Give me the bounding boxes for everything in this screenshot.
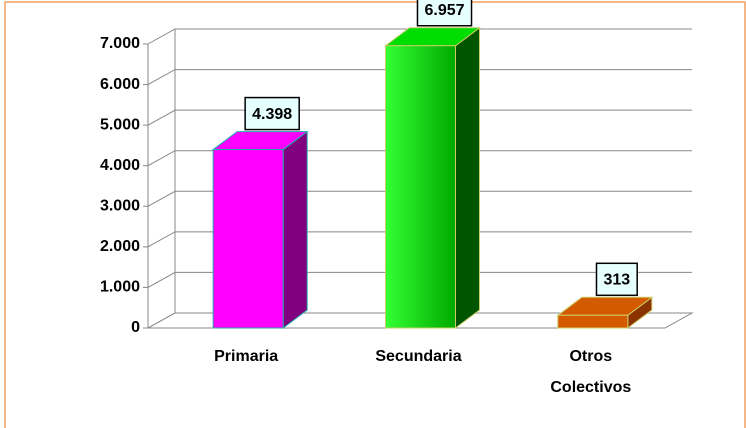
y-tick-label: 3.000 xyxy=(100,198,140,215)
value-label: 4.398 xyxy=(252,106,292,123)
value-label-bg xyxy=(595,262,638,297)
y-tick-label: 6.000 xyxy=(100,76,140,93)
bar xyxy=(385,45,456,329)
x-tick-label: Primaria xyxy=(214,348,279,365)
value-label: 6.957 xyxy=(424,2,464,19)
grid-line xyxy=(147,271,692,288)
x-tick-label: Otros Colectivos xyxy=(550,348,632,396)
value-label: 313 xyxy=(603,272,630,289)
y-tick-label: 2.000 xyxy=(100,238,140,255)
y-tick-label: 7.000 xyxy=(100,35,140,52)
y-tick-label: 5.000 xyxy=(100,116,140,133)
grid-line xyxy=(147,150,692,167)
bar xyxy=(212,149,284,329)
y-tick-label: 1.000 xyxy=(100,279,140,296)
grid-line xyxy=(147,312,692,329)
grid-line xyxy=(147,231,692,248)
value-label-box: 4.398 xyxy=(244,96,300,131)
bar-side xyxy=(455,26,480,329)
grid-line xyxy=(147,69,692,86)
bar-side xyxy=(282,130,308,329)
grid-line xyxy=(147,190,692,207)
x-tick-label: Secundaria xyxy=(375,348,462,365)
y-tick-label: 0 xyxy=(131,319,140,336)
frame xyxy=(4,1,746,428)
value-label-box: 6.957 xyxy=(416,0,473,27)
grid-line xyxy=(147,28,692,45)
value-label-bg xyxy=(416,0,473,27)
value-label-bg xyxy=(244,96,300,131)
bar xyxy=(557,314,629,329)
y-tick-label: 4.000 xyxy=(100,157,140,174)
grid-line xyxy=(147,109,692,126)
value-label-box: 313 xyxy=(595,262,638,297)
